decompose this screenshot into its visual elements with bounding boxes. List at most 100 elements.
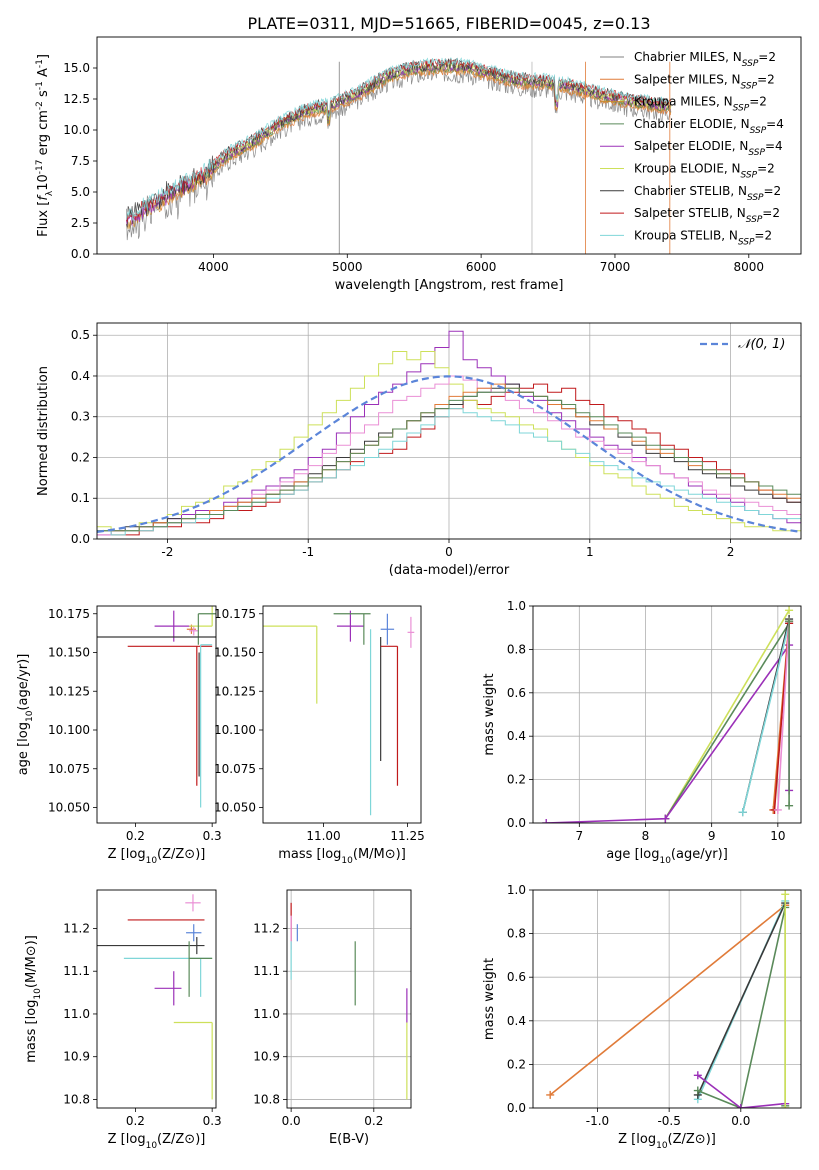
y-axis-label: mass weight	[482, 958, 497, 1040]
spectrum-line	[126, 57, 672, 221]
weight-marker	[781, 890, 790, 899]
weight-marker	[542, 819, 551, 823]
y-tick-label: 11.2	[63, 921, 90, 935]
axes-spectrum: 4000 5000 6000 7000 8000 0.0 2.5 5.0 7.5 10.0 12.5…	[35, 36, 802, 293]
x-tick-label: -1.0	[586, 1114, 609, 1128]
x-tick-label: 0.0	[282, 1114, 301, 1128]
error-bar-point	[127, 645, 213, 786]
axes-frame	[286, 889, 412, 1109]
x-tick-label: 7000	[600, 260, 631, 274]
y-tick-label: 10.9	[253, 1050, 280, 1064]
axes-frame	[96, 322, 802, 540]
y-tick-label: 0.4	[507, 729, 526, 743]
weight-marker	[736, 1104, 745, 1108]
weight-marker	[785, 617, 794, 626]
x-tick-label: 8000	[734, 260, 765, 274]
x-tick-label: 5000	[332, 260, 363, 274]
y-tick-label: 10.125	[214, 684, 256, 698]
x-tick-label: -1	[302, 545, 314, 559]
y-tick-label: 10.050	[214, 801, 256, 815]
x-axis-label: Z [log10(Z/Z⊙)]	[108, 1132, 206, 1151]
histogram-series	[97, 387, 801, 532]
spectrum-legend: Chabrier MILES, NSSP=2 Salpeter MILES, NS…	[600, 50, 784, 247]
legend-entry: Kroupa STELIB, NSSP=2	[634, 228, 772, 247]
x-axis-label: Z [log10(Z/Z⊙)]	[108, 847, 206, 866]
y-tick-label: 0.8	[507, 642, 526, 656]
plot-layer: 4000 5000 6000 7000 80000.02.55.07.510.012.5…	[16, 36, 802, 1151]
y-tick-label: 11.0	[253, 1007, 280, 1021]
error-bar-point	[197, 613, 216, 645]
y-tick-label: 10.075	[48, 762, 90, 776]
y-axis-label: Normed distribution	[36, 366, 51, 496]
axes-mass_vs_z: 0.2 0.3 10.8 10.9 11.0 11.1 11.2 Z [log10(Z/Z⊙)…	[24, 889, 222, 1151]
error-bar-point	[200, 644, 213, 808]
plot-area-spectrum	[126, 57, 672, 254]
figure-title: PLATE=0311, MJD=51665, FIBERID=0045, z=0…	[247, 14, 650, 33]
y-tick-label: 10.150	[214, 646, 256, 660]
weight-marker	[785, 801, 794, 810]
x-tick-label: 9	[708, 829, 716, 843]
axes-age_vs_mass: 11.00 11.25 10.050 10.075 10.100 10.125 10.150…	[214, 605, 425, 866]
y-tick-label: 0.0	[71, 532, 90, 546]
y-tick-label: 12.5	[63, 92, 90, 106]
error-bar-point	[336, 610, 364, 642]
x-tick-label: 10	[770, 829, 785, 843]
plot-area-mass_vs_z	[97, 894, 213, 1100]
y-tick-label: 10.150	[48, 646, 90, 660]
error-bar-point	[189, 626, 199, 636]
y-tick-label: 0.0	[507, 1101, 526, 1115]
y-tick-label: 15.0	[63, 61, 90, 75]
weight-marker	[785, 606, 794, 615]
y-tick-label: 0.5	[71, 328, 90, 342]
x-axis-label: (data-model)/error	[389, 563, 510, 578]
legend-entry: 𝒩(0, 1)	[738, 337, 785, 352]
weight-line	[697, 902, 786, 1096]
y-tick-label: 10.8	[253, 1092, 280, 1106]
error-bar-point	[173, 1021, 213, 1100]
axes-frame	[96, 605, 217, 824]
y-tick-label: 0.8	[507, 927, 526, 941]
x-tick-label: 8	[642, 829, 650, 843]
x-tick-label: 11.00	[306, 829, 340, 843]
x-tick-label: 4000	[198, 260, 229, 274]
axes-frame	[96, 889, 217, 1109]
weight-line	[777, 621, 790, 811]
x-tick-label: 0	[445, 545, 453, 559]
x-axis-label: wavelength [Angstrom, rest frame]	[335, 278, 564, 293]
axes-age_vs_z: 0.2 0.3 10.050 10.075 10.100 10.125 10.150 10.1…	[16, 605, 222, 866]
x-tick-label: 0.2	[126, 1114, 145, 1128]
error-bar-point	[188, 941, 213, 997]
y-tick-label: 11.1	[253, 964, 280, 978]
legend-entry: Salpeter STELIB, NSSP=2	[634, 206, 780, 225]
plot-area-age_vs_z	[97, 606, 216, 808]
y-tick-label: 0.6	[507, 970, 526, 984]
weight-marker	[693, 1086, 702, 1095]
x-tick-label: -2	[161, 545, 173, 559]
legend-entry: Chabrier STELIB, NSSP=2	[634, 184, 781, 203]
x-tick-label: 11.25	[390, 829, 424, 843]
plot-area-age_vs_mass	[263, 610, 415, 816]
weight-line	[664, 622, 790, 820]
y-tick-label: 10.0	[63, 123, 90, 137]
x-axis-label: Z [log10(Z/Z⊙)]	[618, 1132, 716, 1151]
y-tick-label: 10.100	[48, 723, 90, 737]
residuals-legend: 𝒩(0, 1)	[700, 337, 785, 352]
y-axis-label: Flux [fλ10-17 erg cm-2 s-1 A-1]	[35, 54, 55, 237]
y-tick-label: 0.0	[507, 816, 526, 830]
y-tick-label: 10.125	[48, 684, 90, 698]
y-tick-label: 2.5	[71, 216, 90, 230]
spectrum-line	[126, 57, 672, 223]
y-tick-label: 0.2	[507, 1057, 526, 1071]
plot-area-mass_weight_vs_age	[533, 606, 801, 823]
axes-frame	[532, 605, 802, 824]
y-tick-label: 10.175	[48, 607, 90, 621]
y-tick-label: 0.4	[507, 1014, 526, 1028]
y-tick-label: 10.100	[214, 723, 256, 737]
axes-frame	[262, 605, 422, 824]
x-tick-label: 7	[576, 829, 584, 843]
x-tick-label: -0.5	[657, 1114, 680, 1128]
x-tick-label: 1	[586, 545, 594, 559]
x-tick-label: 0.3	[203, 829, 222, 843]
